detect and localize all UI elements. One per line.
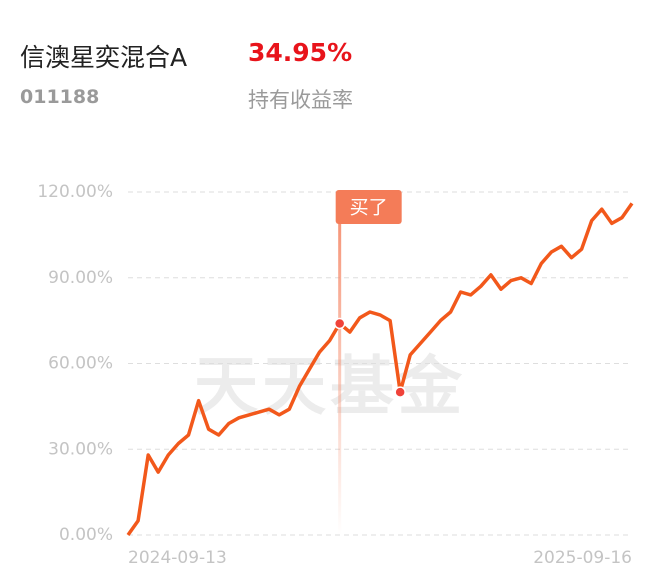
x-tick-label: 2024-09-13 (128, 548, 227, 568)
return-label: 持有收益率 (248, 88, 353, 112)
y-tick-label: 30.00% (48, 439, 113, 459)
y-tick-label: 0.00% (59, 525, 113, 545)
annotation-line (338, 222, 342, 535)
watermark: 天天基金 (194, 350, 466, 425)
point-marker (333, 317, 346, 330)
fund-name: 信澳星奕混合A (20, 43, 188, 72)
fund-code: 011188 (20, 86, 100, 108)
y-tick-label: 90.00% (48, 268, 113, 288)
annotation-text: 买了 (350, 197, 388, 219)
y-tick-label: 120.00% (37, 182, 113, 202)
y-tick-label: 60.00% (48, 354, 113, 374)
x-tick-label: 2025-09-16 (533, 548, 632, 568)
annotation-tag (335, 190, 402, 224)
series-line (126, 202, 634, 537)
point-marker (394, 386, 406, 398)
return-value: 34.95% (248, 38, 353, 67)
